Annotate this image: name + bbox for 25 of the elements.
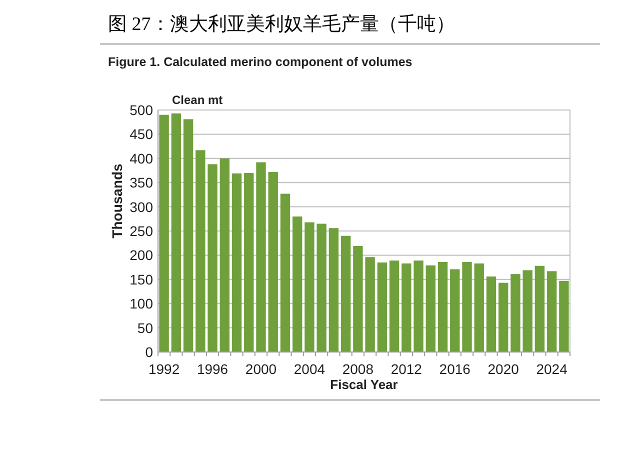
y-tick-label: 100: [130, 296, 154, 312]
text: Clean mt: [172, 93, 223, 107]
y-axis-title: Thousands: [109, 163, 125, 238]
x-tick-label: 2004: [294, 361, 326, 377]
y-tick-label: 450: [130, 126, 154, 142]
y-tick-label: 250: [130, 223, 154, 239]
y-tick-label: 150: [130, 271, 154, 288]
y-tick-label: 0: [145, 344, 154, 360]
x-tick-label: 2008: [342, 361, 374, 377]
x-tick-label: 2000: [245, 361, 277, 377]
y-tick-label: 300: [130, 198, 154, 215]
y-tick-label: 50: [137, 320, 154, 336]
y-tick-label: 200: [130, 247, 154, 264]
chart-subtitle: Figure 1. Calculated merino component of volumes: [108, 55, 412, 69]
chart-title: 图 27：澳大利亚美利奴羊毛产量（千吨）: [108, 13, 455, 35]
x-axis-title: Fiscal Year: [330, 377, 398, 392]
y-tick-label: 500: [130, 102, 154, 118]
x-tick-label: 2020: [488, 361, 520, 377]
x-tick-label: 2024: [536, 361, 568, 377]
y-tick-label: 400: [130, 150, 154, 166]
y-tick-label: 350: [130, 174, 154, 191]
x-tick-label: 2012: [390, 361, 422, 377]
x-tick-label: 1996: [196, 361, 228, 377]
x-tick-label: 2016: [439, 361, 471, 377]
x-tick-label: 1992: [148, 361, 180, 377]
